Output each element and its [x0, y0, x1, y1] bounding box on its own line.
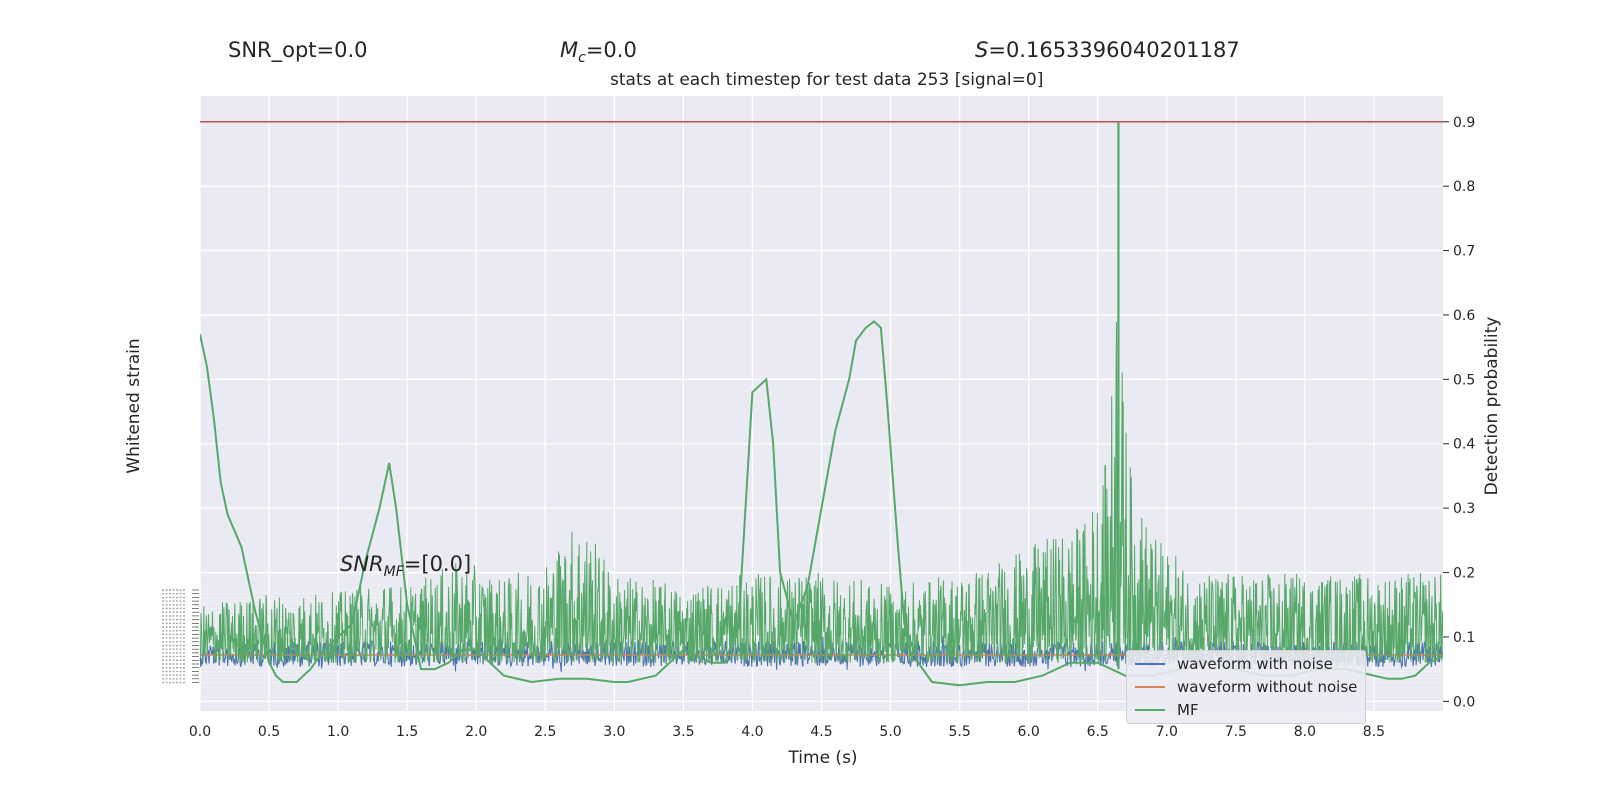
legend-swatch-clean	[1135, 686, 1165, 688]
legend-swatch-mf	[1135, 709, 1165, 711]
y-tick-label: 0.9	[1453, 115, 1475, 131]
x-axis-label: Time (s)	[788, 748, 858, 768]
x-tick-label: 6.0	[1018, 724, 1040, 740]
x-tick-label: 0.5	[258, 724, 280, 740]
legend-swatch-noise	[1135, 663, 1165, 665]
y-tick-label: 0.7	[1453, 244, 1475, 260]
y-tick-label: 0.3	[1453, 501, 1475, 517]
x-tick-label: 4.5	[810, 724, 832, 740]
x-tick-label: 7.5	[1225, 724, 1247, 740]
y-axis-label-right: Detection probability	[1482, 316, 1502, 496]
x-tick-label: 1.5	[396, 724, 418, 740]
chirp-mass-label: Mc=0.0	[560, 38, 637, 66]
x-tick-label: 5.0	[879, 724, 901, 740]
y-tick-label: 0.1	[1453, 630, 1475, 646]
y-axis-label-left: Whitened strain	[124, 338, 144, 474]
x-tick-label: 0.0	[189, 724, 211, 740]
x-tick-label: 8.0	[1294, 724, 1316, 740]
y-tick-label: 0.2	[1453, 566, 1475, 582]
x-tick-label: 6.5	[1087, 724, 1109, 740]
legend-item-noise: waveform with noise	[1135, 653, 1333, 675]
y-tick-label: 0.5	[1453, 372, 1475, 388]
series-mf-noisy	[200, 322, 1443, 665]
x-tick-label: 3.0	[603, 724, 625, 740]
y-tick-label: 0.6	[1453, 308, 1475, 324]
x-tick-label: 4.0	[741, 724, 763, 740]
y-tick-label: 0.0	[1453, 694, 1475, 710]
statistic-label: S=0.1653396040201187	[975, 38, 1240, 62]
x-tick-label: 1.0	[327, 724, 349, 740]
x-tick-label: 7.0	[1156, 724, 1178, 740]
x-tick-label: 5.5	[948, 724, 970, 740]
y-tick-label: 0.8	[1453, 179, 1475, 195]
x-tick-label: 2.0	[465, 724, 487, 740]
snr-opt-label: SNR_opt=0.0	[228, 38, 368, 62]
legend-item-mf: MF	[1135, 699, 1199, 721]
x-tick-label: 3.5	[672, 724, 694, 740]
snr-mf-annotation: SNRMF=[0.0]	[340, 552, 472, 580]
chart-subtitle: stats at each timestep for test data 253…	[610, 70, 1044, 90]
x-tick-label: 2.5	[534, 724, 556, 740]
y-tick-label: 0.4	[1453, 437, 1475, 453]
legend-item-clean: waveform without noise	[1135, 676, 1357, 698]
legend: waveform with noise waveform without noi…	[1126, 650, 1366, 724]
x-tick-label: 8.5	[1363, 724, 1385, 740]
